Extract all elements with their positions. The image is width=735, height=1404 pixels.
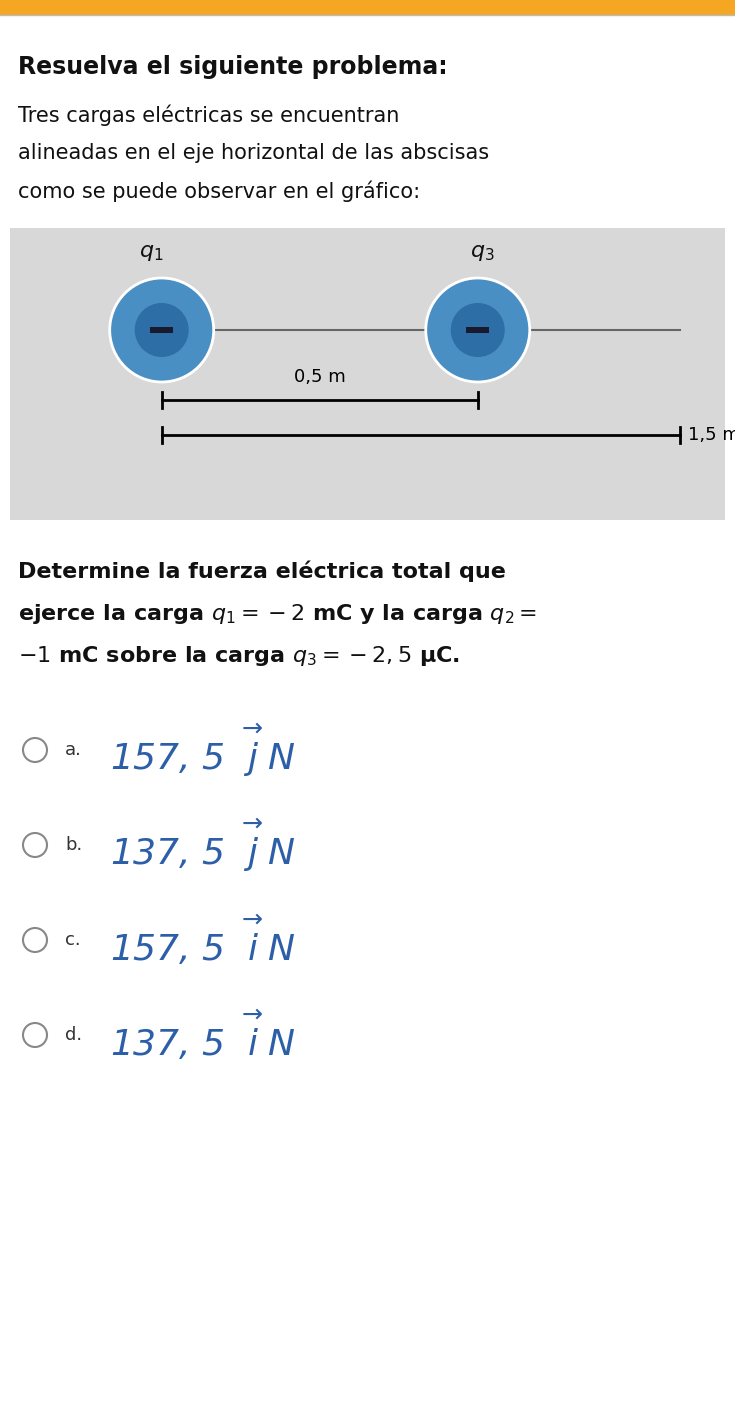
Text: alineadas en el eje horizontal de las abscisas: alineadas en el eje horizontal de las ab… [18,143,489,163]
Text: c.: c. [65,931,81,949]
Text: d.: d. [65,1026,82,1045]
Text: 1,5 m: 1,5 m [688,425,735,444]
Text: 0,5 m: 0,5 m [294,368,345,386]
Text: 157, 5 $\overset{\rightarrow}{j}N$: 157, 5 $\overset{\rightarrow}{j}N$ [110,720,295,779]
Text: Tres cargas eléctricas se encuentran: Tres cargas eléctricas se encuentran [18,105,399,126]
Text: 137, 5 $\overset{\rightarrow}{j}N$: 137, 5 $\overset{\rightarrow}{j}N$ [110,816,295,875]
Bar [10,227,725,519]
Bar [0,0,735,15]
Text: Determine la fuerza eléctrica total que: Determine la fuerza eléctrica total que [18,560,506,581]
Text: $q_1$: $q_1$ [140,243,164,263]
Text: 157, 5 $\overset{\rightarrow}{i}N$: 157, 5 $\overset{\rightarrow}{i}N$ [110,913,295,967]
Text: b.: b. [65,835,82,854]
Circle shape [135,303,189,357]
Text: ejerce la carga $q_1 = -2$ mC y la carga $q_2 =$: ejerce la carga $q_1 = -2$ mC y la carga… [18,602,537,626]
Circle shape [23,739,47,762]
Bar [466,327,490,333]
Text: a.: a. [65,741,82,760]
Text: 137, 5 $\overset{\rightarrow}{i}N$: 137, 5 $\overset{\rightarrow}{i}N$ [110,1007,295,1063]
Circle shape [23,928,47,952]
Circle shape [23,833,47,856]
Circle shape [451,303,505,357]
Circle shape [110,278,214,382]
Text: $-1$ mC sobre la carga $q_3 = -2,5$ μC.: $-1$ mC sobre la carga $q_3 = -2,5$ μC. [18,644,460,668]
Text: $q_3$: $q_3$ [470,243,495,263]
Bar [150,327,173,333]
Circle shape [23,1024,47,1047]
Text: como se puede observar en el gráfico:: como se puede observar en el gráfico: [18,181,420,202]
Circle shape [426,278,530,382]
Text: Resuelva el siguiente problema:: Resuelva el siguiente problema: [18,55,448,79]
